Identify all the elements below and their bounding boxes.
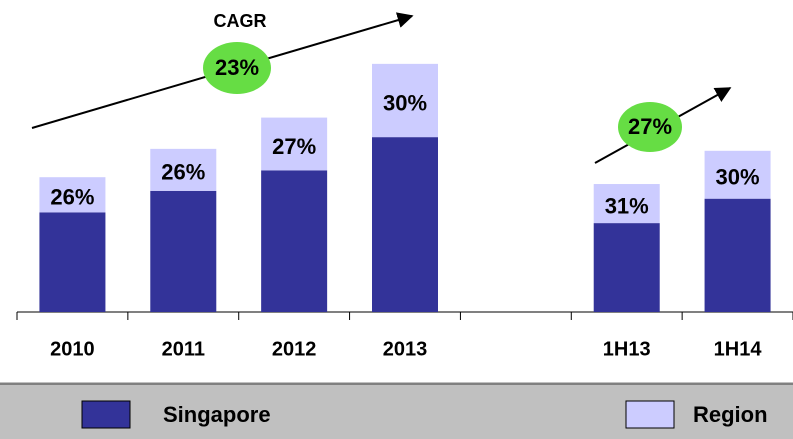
bar-segment bbox=[372, 137, 438, 312]
legend-swatch bbox=[81, 400, 131, 429]
x-tick-label: 2013 bbox=[383, 338, 428, 360]
bar-segment bbox=[261, 117, 328, 171]
x-tick-label: 1H14 bbox=[714, 338, 763, 360]
bar-segment bbox=[593, 184, 660, 224]
cagr-bubble bbox=[203, 42, 271, 94]
x-tick-label: 1H13 bbox=[603, 338, 651, 360]
bar-segment bbox=[704, 198, 771, 312]
legend-swatch bbox=[625, 400, 675, 429]
x-tick-label: 2011 bbox=[162, 338, 205, 360]
bar-segment bbox=[150, 148, 217, 191]
legend-label: Region bbox=[693, 402, 768, 427]
cagr-title: CAGR bbox=[214, 11, 267, 31]
data-label: 26% bbox=[161, 160, 205, 185]
data-label: 30% bbox=[716, 165, 760, 190]
legend-label: Singapore bbox=[163, 402, 271, 427]
data-label: 27% bbox=[272, 134, 316, 159]
bar-segment bbox=[704, 150, 771, 199]
bar-segment bbox=[372, 63, 438, 138]
cagr-value: 23% bbox=[215, 55, 259, 80]
cagr-bubble bbox=[618, 102, 682, 152]
data-label: 26% bbox=[50, 185, 94, 210]
bar-segment bbox=[150, 190, 217, 312]
bar-segment bbox=[261, 170, 328, 312]
data-label: 30% bbox=[383, 90, 427, 115]
bar-segment bbox=[593, 223, 660, 312]
bar-segment bbox=[39, 177, 106, 213]
cagr-value: 27% bbox=[628, 114, 672, 139]
x-tick-label: 2012 bbox=[272, 338, 317, 360]
data-label: 31% bbox=[605, 193, 649, 218]
x-tick-label: 2010 bbox=[50, 338, 95, 360]
bar-segment bbox=[39, 212, 106, 312]
